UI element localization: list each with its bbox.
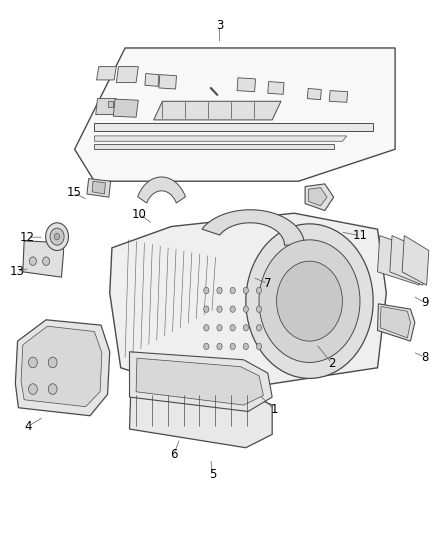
Circle shape: [28, 357, 37, 368]
Polygon shape: [159, 75, 176, 89]
Polygon shape: [87, 179, 110, 197]
Text: 9: 9: [420, 296, 428, 309]
Circle shape: [54, 233, 60, 240]
Circle shape: [230, 325, 235, 331]
Text: 15: 15: [66, 187, 81, 199]
Text: 2: 2: [327, 357, 335, 370]
Circle shape: [46, 223, 68, 251]
Polygon shape: [377, 304, 414, 341]
Polygon shape: [94, 123, 372, 131]
Circle shape: [276, 261, 342, 341]
Circle shape: [256, 325, 261, 331]
Polygon shape: [308, 188, 326, 206]
Polygon shape: [267, 82, 283, 94]
Text: 6: 6: [170, 448, 177, 461]
Circle shape: [230, 287, 235, 294]
Circle shape: [243, 325, 248, 331]
Circle shape: [48, 384, 57, 394]
Circle shape: [42, 257, 49, 265]
Circle shape: [230, 306, 235, 312]
Polygon shape: [107, 101, 113, 107]
Polygon shape: [96, 67, 116, 80]
Polygon shape: [74, 48, 394, 181]
Circle shape: [243, 343, 248, 350]
Polygon shape: [110, 213, 385, 394]
Polygon shape: [92, 181, 105, 194]
Polygon shape: [328, 91, 347, 102]
Polygon shape: [94, 136, 346, 141]
Text: 11: 11: [352, 229, 367, 242]
Polygon shape: [401, 236, 428, 285]
Polygon shape: [23, 241, 64, 277]
Circle shape: [245, 224, 372, 378]
Circle shape: [216, 287, 222, 294]
Polygon shape: [129, 352, 272, 411]
Polygon shape: [94, 144, 333, 149]
Circle shape: [216, 325, 222, 331]
Circle shape: [258, 240, 359, 362]
Text: 3: 3: [215, 19, 223, 32]
Circle shape: [243, 306, 248, 312]
Polygon shape: [304, 184, 333, 211]
Circle shape: [203, 325, 208, 331]
Polygon shape: [95, 99, 116, 115]
Polygon shape: [145, 74, 159, 86]
Polygon shape: [377, 236, 420, 285]
Polygon shape: [389, 236, 424, 285]
Polygon shape: [237, 78, 255, 92]
Polygon shape: [113, 99, 138, 117]
Circle shape: [48, 357, 57, 368]
Text: 7: 7: [263, 277, 271, 290]
Polygon shape: [116, 67, 138, 83]
Polygon shape: [379, 306, 410, 338]
Text: 8: 8: [420, 351, 427, 364]
Circle shape: [216, 343, 222, 350]
Polygon shape: [129, 389, 272, 448]
Polygon shape: [201, 210, 304, 245]
Circle shape: [203, 343, 208, 350]
Text: 1: 1: [269, 403, 277, 416]
Circle shape: [203, 306, 208, 312]
Polygon shape: [136, 358, 263, 405]
Circle shape: [243, 287, 248, 294]
Text: 12: 12: [20, 231, 35, 244]
Circle shape: [230, 343, 235, 350]
Circle shape: [216, 306, 222, 312]
Circle shape: [29, 257, 36, 265]
Text: 4: 4: [24, 420, 32, 433]
Circle shape: [256, 343, 261, 350]
Polygon shape: [137, 177, 185, 203]
Text: 10: 10: [132, 208, 147, 221]
Polygon shape: [21, 326, 102, 407]
Circle shape: [28, 384, 37, 394]
Circle shape: [50, 228, 64, 245]
Polygon shape: [307, 88, 321, 100]
Circle shape: [203, 287, 208, 294]
Polygon shape: [153, 101, 280, 120]
Text: 13: 13: [9, 265, 24, 278]
Circle shape: [256, 287, 261, 294]
Polygon shape: [15, 320, 110, 416]
Text: 5: 5: [208, 468, 215, 481]
Circle shape: [256, 306, 261, 312]
